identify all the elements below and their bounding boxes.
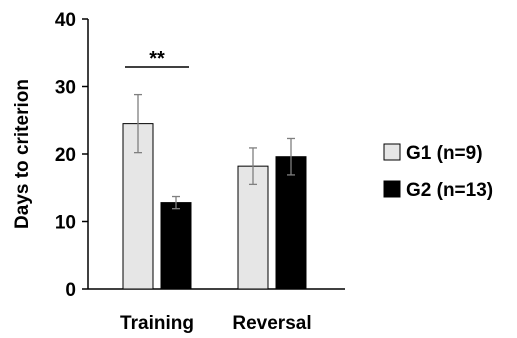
legend-label-series-2: G2 (n=13) — [406, 180, 493, 201]
y-tick-label: 0 — [65, 280, 76, 301]
error-bars-layer — [134, 93, 295, 210]
legend-swatch-series-2 — [383, 180, 401, 198]
bar-reversal-series-1 — [237, 165, 269, 290]
bar-reversal-series-2 — [275, 156, 307, 290]
x-category-label: Reversal — [232, 313, 311, 334]
y-axis-title: Days to criterion — [12, 79, 33, 229]
significance-label: ** — [149, 48, 165, 70]
bar-training-series-1 — [122, 123, 154, 290]
y-tick-label: 40 — [55, 10, 76, 31]
axes-layer: 0 10 20 30 40 Training Reversal — [55, 10, 345, 334]
x-category-label: Training — [120, 313, 194, 334]
bar-training-series-2 — [160, 202, 192, 290]
bars-layer — [122, 123, 307, 290]
y-tick-label: 10 — [55, 213, 76, 234]
legend: G1 (n=9) G2 (n=13) — [383, 143, 493, 201]
legend-label-series-1: G1 (n=9) — [406, 143, 483, 164]
y-tick-label: 30 — [55, 78, 76, 99]
y-tick-label: 20 — [55, 145, 76, 166]
annotation-layer: ** — [125, 48, 189, 70]
legend-swatch-series-1 — [383, 143, 401, 161]
